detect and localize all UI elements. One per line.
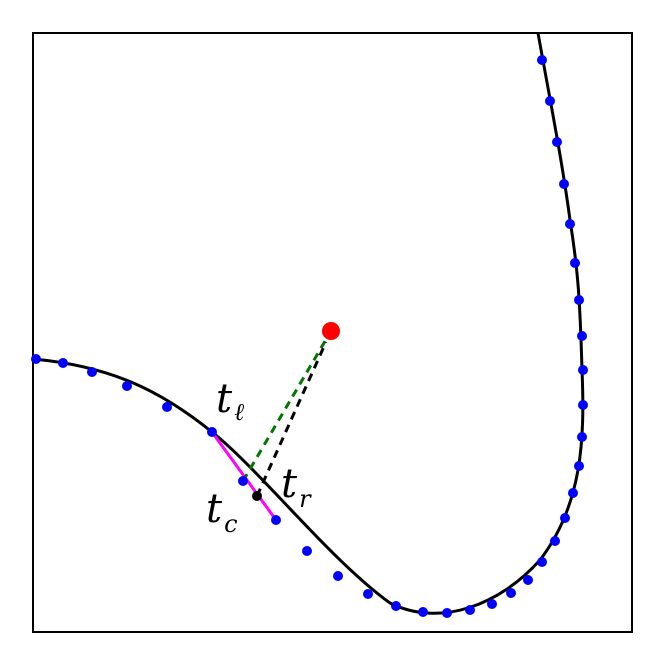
label-t-right-main: t [281,461,298,507]
sample-point [574,461,584,471]
sample-point [577,432,587,442]
sample-point [302,546,312,556]
sample-point [271,515,281,525]
sample-point [506,588,516,598]
sample-point [552,137,562,147]
sample-point [560,513,570,523]
sample-point [465,605,475,615]
sample-point [537,557,547,567]
sample-point [578,400,588,410]
label-t-left-main: t [216,376,233,422]
label-t-right: tr [281,461,312,513]
sample-point [577,331,587,341]
query-point [322,322,340,340]
label-t-center: tc [206,486,238,538]
label-t-center-main: t [206,486,223,532]
sample-point [162,402,172,412]
sample-point [391,601,401,611]
sample-point [31,354,41,364]
sample-point [333,571,343,581]
label-t-right-sub: r [299,485,312,513]
label-t-left-sub: ℓ [234,398,244,426]
sample-point [574,295,584,305]
sample-point [559,179,569,189]
sample-point [58,358,68,368]
sample-point [122,381,132,391]
sample-point [537,55,547,65]
sample-point [568,488,578,498]
sample-points [31,55,588,618]
closest-point [252,491,262,501]
sample-point [87,367,97,377]
sample-point [550,536,560,546]
sample-point [487,599,497,609]
sample-point [545,96,555,106]
sample-point [578,365,588,375]
sample-point [238,476,248,486]
green-dashed-line [241,330,333,482]
sample-point [207,427,217,437]
sample-point [442,608,452,618]
plot-frame [32,32,633,633]
label-t-center-sub: c [224,510,237,538]
sample-point [418,607,428,617]
sample-point [565,219,575,229]
sample-point [523,575,533,585]
black-dashed-line [255,341,328,497]
sample-point [570,258,580,268]
bracket-segment [210,431,278,521]
curve [32,32,585,615]
label-t-left: tℓ [216,376,244,426]
sample-point [363,589,373,599]
